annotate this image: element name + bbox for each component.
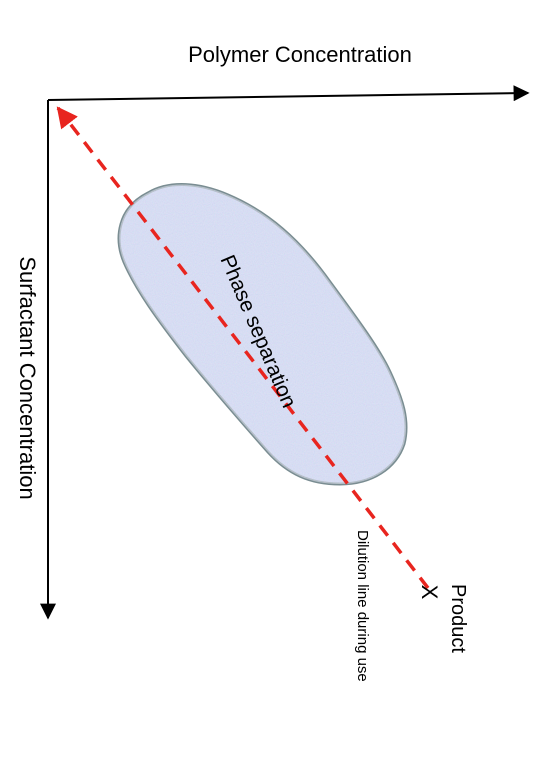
dilution-line-label: Dilution line during use <box>354 530 371 682</box>
product-marker: X <box>417 585 442 600</box>
phase-separation-texture <box>119 184 407 484</box>
x-axis-label: Polymer Concentration <box>188 42 412 67</box>
product-label: Product <box>447 584 469 653</box>
x-axis <box>47 85 530 102</box>
y-axis-label: Surfactant Concentration <box>15 256 40 499</box>
